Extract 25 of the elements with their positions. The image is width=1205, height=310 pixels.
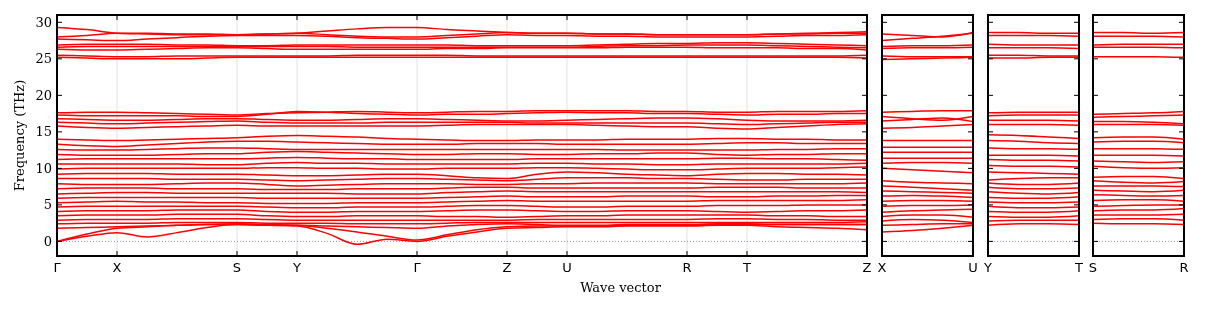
x-tick-label: X [877, 260, 887, 275]
x-tick-label: Γ [53, 260, 62, 275]
x-tick-label: R [1179, 260, 1189, 275]
x-tick-label: X [112, 260, 122, 275]
y-tick-label: 5 [43, 197, 52, 213]
x-axis-title: Wave vector [580, 280, 662, 295]
y-tick-label: 25 [35, 51, 52, 67]
x-tick-label: R [682, 260, 692, 275]
y-tick-label: 0 [43, 233, 52, 249]
x-tick-label: Y [983, 260, 993, 275]
x-tick-label: S [1088, 260, 1098, 275]
x-tick-label: S [232, 260, 242, 275]
y-tick-label: 20 [35, 87, 52, 103]
x-tick-label: T [1074, 260, 1084, 275]
y-axis-title: Frequency (THz) [12, 79, 27, 192]
x-tick-label: Z [862, 260, 872, 275]
x-tick-label: Z [502, 260, 512, 275]
y-tick-label: 15 [35, 124, 52, 140]
x-tick-label: U [562, 260, 572, 275]
x-tick-label: Γ [413, 260, 422, 275]
x-tick-label: Y [292, 260, 302, 275]
y-tick-label: 30 [35, 14, 52, 30]
x-tick-label: T [742, 260, 752, 275]
y-tick-label: 10 [35, 160, 52, 176]
x-tick-label: U [968, 260, 978, 275]
